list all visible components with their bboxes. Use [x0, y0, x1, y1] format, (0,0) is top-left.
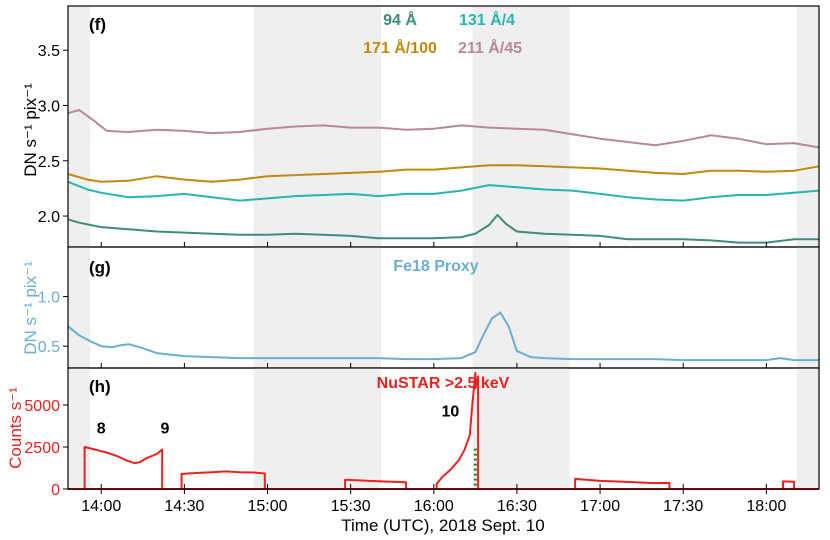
series-line: [67, 213, 819, 244]
series-line: [67, 164, 820, 183]
x-tick-label: 14:30: [164, 498, 204, 515]
series-line: [67, 311, 819, 362]
panel-f: 2.0 2.5 3.0 3.5 (f) DN s⁻¹ pix⁻¹ 94 Å 131 Å…: [21, 5, 820, 248]
x-ticks: 14:00 14:30 15:00 15:30 16:00 16:30 17:00 17:30…: [81, 489, 786, 515]
series-line: [782, 480, 796, 489]
y-ticks: 2.0 2.5 3.0 3.5: [38, 43, 767, 247]
legend-131: 131 Å/4: [459, 10, 515, 29]
series-line: [67, 108, 820, 149]
shaded-interval: [796, 247, 819, 368]
legend-94: 94 Å: [383, 10, 417, 29]
series-group: [67, 311, 819, 362]
shaded-interval: [472, 247, 570, 368]
panel-h: 0 2500 5000 (h) Counts s⁻¹ NuSTAR >2.5 keV…: [6, 367, 820, 499]
y-axis-label-h: Counts s⁻¹: [6, 387, 25, 469]
y-tick-label: 2.5: [38, 154, 60, 171]
panel-label-g: (g): [89, 258, 111, 277]
x-tick-label: 16:30: [497, 498, 537, 515]
series-line: [435, 372, 480, 489]
x-axis-label: Time (UTC), 2018 Sept. 10: [341, 516, 544, 535]
shaded-interval: [796, 6, 819, 247]
x-tick-label: 18:00: [746, 498, 786, 515]
series-line: [67, 180, 820, 202]
panel-label-h: (h): [89, 377, 111, 396]
y-axis-label-g: DN s⁻¹ pix⁻¹: [21, 261, 40, 355]
series-line: [180, 470, 266, 489]
legend-nustar: NuSTAR >2.5 keV: [377, 375, 510, 392]
series-group: [67, 108, 820, 244]
interval-label: 9: [161, 421, 170, 438]
shaded-intervals: [68, 6, 819, 247]
panel-frame: [67, 5, 820, 248]
shaded-interval: [253, 368, 382, 489]
y-ticks: 0.5 1.0: [38, 290, 767, 368]
legend-211: 211 Å/45: [458, 38, 522, 57]
legend-fe18: Fe18 Proxy: [393, 258, 478, 275]
x-tick-label: 17:00: [580, 498, 620, 515]
x-tick-label: 14:00: [81, 498, 121, 515]
shaded-intervals: [68, 247, 819, 368]
y-tick-label: 3.5: [38, 43, 60, 60]
y-ticks: 0 2500 5000: [24, 398, 767, 499]
y-tick-label: 0.5: [38, 339, 60, 356]
y-tick-label: 3.0: [38, 98, 60, 115]
shaded-interval: [68, 368, 91, 489]
panel-frame: [67, 367, 820, 490]
shaded-intervals: [68, 368, 819, 489]
y-axis-label-f: DN s⁻¹ pix⁻¹: [21, 83, 40, 177]
shaded-interval: [68, 247, 91, 368]
x-tick-label: 17:30: [663, 498, 703, 515]
interval-markers: 8 9 10: [97, 404, 460, 438]
y-tick-label: 2.0: [38, 209, 60, 226]
panel-g: 0.5 1.0 (g) DN s⁻¹ pix⁻¹ Fe18 Proxy: [21, 246, 820, 369]
panel-label-f: (f): [89, 15, 106, 34]
y-tick-label: 5000: [24, 398, 60, 415]
shaded-interval: [68, 6, 91, 247]
x-tick-label: 16:00: [414, 498, 454, 515]
y-tick-label: 2500: [24, 440, 60, 457]
shaded-interval: [472, 6, 570, 247]
interval-label: 8: [97, 421, 106, 438]
shaded-interval: [796, 368, 819, 489]
series-line: [344, 478, 408, 489]
x-tick-label: 15:00: [248, 498, 288, 515]
y-tick-label: 1.0: [38, 290, 60, 307]
shaded-interval: [472, 368, 570, 489]
interval-label: 10: [442, 404, 460, 421]
series-line: [574, 477, 671, 489]
x-tick-label: 15:30: [331, 498, 371, 515]
shaded-interval: [253, 247, 382, 368]
legend-171: 171 Å/100: [363, 38, 437, 57]
series-line: [83, 446, 164, 489]
y-tick-label: 0: [51, 482, 60, 499]
